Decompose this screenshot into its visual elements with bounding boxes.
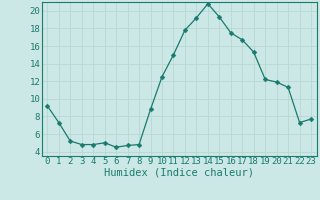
X-axis label: Humidex (Indice chaleur): Humidex (Indice chaleur) <box>104 168 254 178</box>
